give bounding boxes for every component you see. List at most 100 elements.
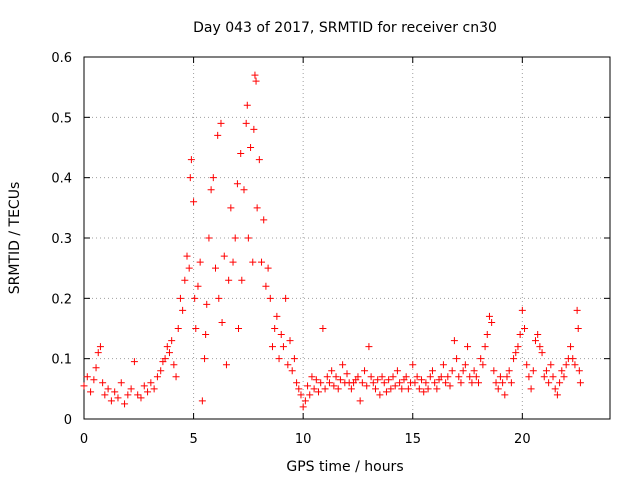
data-point <box>252 77 260 85</box>
data-point <box>387 385 395 393</box>
data-point <box>354 373 362 381</box>
data-point <box>117 379 125 387</box>
data-point <box>468 379 476 387</box>
data-point <box>235 325 243 332</box>
data-point <box>144 388 152 396</box>
grid-layer <box>84 57 610 419</box>
data-point <box>418 376 426 384</box>
data-point <box>101 391 109 399</box>
data-point <box>422 379 430 387</box>
data-point <box>472 373 480 381</box>
data-point <box>114 394 122 402</box>
data-point <box>409 361 417 369</box>
data-point <box>161 355 169 363</box>
data-point <box>457 379 465 387</box>
data-point <box>431 379 439 387</box>
data-point <box>181 276 189 284</box>
data-point <box>510 355 518 363</box>
data-point <box>207 186 215 194</box>
data-point <box>187 156 195 164</box>
x-tick-label: 20 <box>514 432 531 447</box>
data-point <box>255 156 263 164</box>
data-point <box>371 385 379 393</box>
data-point <box>317 379 325 387</box>
data-point <box>494 385 502 393</box>
data-point <box>571 361 579 369</box>
data-point <box>334 385 342 393</box>
data-point <box>507 379 515 387</box>
data-point <box>461 361 469 369</box>
data-point <box>176 294 184 302</box>
data-point <box>330 382 338 390</box>
data-point <box>404 385 412 393</box>
data-point <box>124 391 132 399</box>
data-point <box>250 125 258 133</box>
data-point <box>137 394 145 402</box>
data-point <box>527 385 535 393</box>
data-point <box>448 367 456 375</box>
data-point <box>215 294 223 302</box>
data-point <box>111 388 119 396</box>
data-point <box>203 300 211 308</box>
data-point <box>306 391 314 399</box>
data-point <box>183 252 191 260</box>
data-point <box>538 349 546 357</box>
data-point <box>389 373 397 381</box>
data-point <box>253 204 261 212</box>
data-point <box>227 204 235 212</box>
data-point <box>258 258 266 266</box>
data-point <box>505 367 513 375</box>
data-point <box>134 391 142 399</box>
data-point <box>433 385 441 393</box>
data-point <box>475 379 482 387</box>
data-point <box>481 343 489 351</box>
data-point <box>428 367 436 375</box>
data-point <box>521 325 529 332</box>
data-point <box>107 397 115 405</box>
data-point <box>459 367 467 375</box>
data-point <box>328 367 336 375</box>
y-tick-label: 0 <box>64 413 72 428</box>
data-point <box>332 373 340 381</box>
data-point <box>205 234 213 242</box>
data-point <box>518 306 526 314</box>
data-point <box>450 337 458 345</box>
data-point <box>319 325 327 332</box>
data-point <box>288 367 296 375</box>
data-point <box>92 364 100 372</box>
data-point <box>483 331 491 339</box>
data-point <box>301 397 309 405</box>
data-point <box>165 349 173 357</box>
data-point <box>240 186 248 194</box>
data-point <box>83 373 91 381</box>
data-point <box>225 276 233 284</box>
data-point <box>293 379 301 387</box>
data-point <box>279 343 287 351</box>
data-point <box>99 379 107 387</box>
data-point <box>273 312 281 320</box>
data-point <box>446 382 454 390</box>
data-point <box>339 361 347 369</box>
data-point <box>488 318 496 326</box>
data-point <box>347 385 355 393</box>
data-point <box>196 258 204 266</box>
data-point <box>242 119 250 127</box>
data-point <box>266 294 274 302</box>
data-point <box>391 382 399 390</box>
tick-layer: 0 5 10 15 20 0 0.1 0.2 0.3 0.4 0.5 0.6 <box>51 51 610 447</box>
data-point <box>562 361 570 369</box>
data-point <box>496 373 504 381</box>
data-point <box>466 373 474 381</box>
x-tick-label: 0 <box>80 432 88 447</box>
data-point <box>382 388 390 396</box>
data-point <box>214 131 222 139</box>
data-point <box>192 325 200 332</box>
data-point <box>358 379 366 387</box>
data-point <box>87 388 95 396</box>
data-point <box>308 373 316 381</box>
data-point <box>420 388 428 396</box>
data-point <box>470 367 478 375</box>
data-point <box>402 373 410 381</box>
data-point <box>376 391 384 399</box>
